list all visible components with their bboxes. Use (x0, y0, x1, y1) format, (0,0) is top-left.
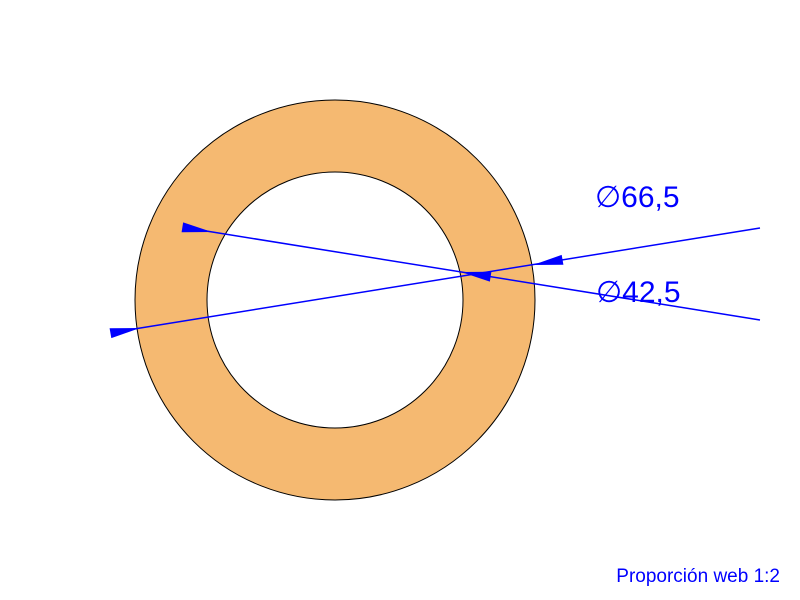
outer-diameter-label: ∅66,5 (595, 180, 680, 215)
inner-diameter-label: ∅42,5 (596, 275, 681, 310)
scale-label: Proporción web 1:2 (616, 566, 780, 588)
